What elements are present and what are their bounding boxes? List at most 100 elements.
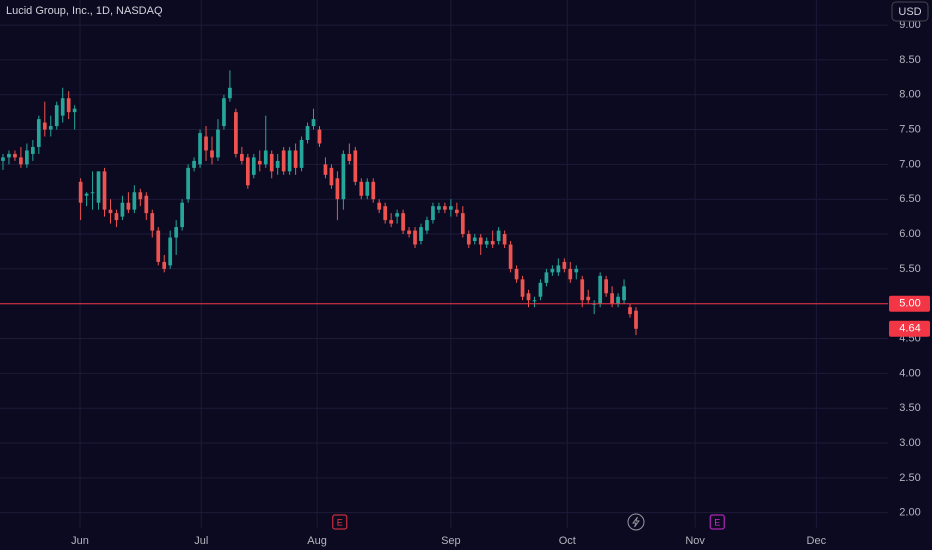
- candle-body: [317, 129, 322, 144]
- candle-body: [514, 268, 519, 280]
- candle-body: [419, 227, 423, 242]
- candle-body: [305, 126, 310, 141]
- event-label[interactable]: E: [337, 517, 343, 527]
- candle-body: [293, 150, 298, 168]
- candle-body: [234, 112, 238, 154]
- candle-body: [329, 167, 334, 186]
- candle-body: [102, 171, 107, 210]
- axes: 2.002.503.003.504.004.505.005.506.006.50…: [71, 19, 930, 547]
- x-tick-label: Nov: [685, 535, 705, 547]
- candle-body: [90, 192, 95, 194]
- event-label[interactable]: E: [714, 517, 720, 527]
- candle-body: [413, 230, 417, 245]
- candle-body: [299, 140, 304, 168]
- candle-body: [60, 98, 65, 116]
- event-icon[interactable]: [332, 514, 348, 530]
- candle-body: [371, 181, 376, 200]
- candle-body: [30, 146, 35, 154]
- x-tick-label: Oct: [559, 535, 576, 547]
- candle-body: [616, 296, 620, 304]
- x-tick-label: Dec: [807, 535, 827, 547]
- candle-body: [454, 209, 459, 214]
- candle-body: [443, 206, 447, 210]
- candle-body: [496, 230, 501, 242]
- candle-body: [508, 244, 513, 269]
- currency-button[interactable]: [891, 1, 929, 22]
- candle-body: [353, 150, 358, 182]
- candle-body: [437, 206, 441, 210]
- y-tick-label: 3.00: [899, 437, 920, 449]
- candle-body: [466, 234, 471, 245]
- y-tick-label: 2.50: [899, 472, 920, 484]
- candle-body: [25, 150, 29, 165]
- candle-body: [544, 272, 549, 283]
- event-icon[interactable]: [627, 513, 645, 531]
- y-tick-label: 9.00: [899, 19, 920, 31]
- candle-body: [114, 213, 119, 221]
- candle-body: [72, 108, 77, 113]
- candle-body: [42, 122, 47, 130]
- candle-body: [48, 126, 53, 130]
- candle-body: [449, 206, 453, 210]
- candle-body: [556, 265, 561, 273]
- candle-body: [108, 209, 113, 214]
- candle-body: [460, 213, 465, 235]
- candle-body: [550, 268, 555, 273]
- candle-body: [174, 227, 179, 238]
- candle-body: [568, 268, 573, 280]
- candle-body: [162, 261, 167, 269]
- candle-body: [13, 153, 17, 158]
- candle-body: [269, 153, 274, 172]
- candle-body: [622, 286, 626, 301]
- candle-body: [186, 167, 190, 200]
- event-icon[interactable]: [709, 514, 725, 530]
- candle-body: [365, 181, 370, 196]
- candle-body: [281, 150, 286, 172]
- candle-body: [610, 293, 614, 304]
- y-tick-label: 6.00: [899, 228, 920, 240]
- candle-body: [120, 202, 125, 217]
- candle-body: [395, 213, 399, 217]
- candle-body: [359, 181, 364, 196]
- candle-body: [628, 307, 632, 315]
- y-tick-label: 3.50: [899, 402, 920, 414]
- candle-body: [66, 98, 71, 113]
- candle-body: [156, 230, 161, 262]
- candles: [0, 70, 888, 336]
- candle-body: [228, 87, 232, 99]
- x-tick-label: Jun: [71, 535, 89, 547]
- y-tick-label: 8.50: [899, 54, 920, 66]
- y-tick-label: 7.00: [899, 158, 920, 170]
- candle-body: [19, 157, 23, 165]
- candle-body: [210, 150, 214, 158]
- candle-body: [425, 220, 429, 231]
- candle-body: [347, 153, 352, 161]
- candle-body: [245, 157, 250, 186]
- candle-body: [263, 150, 268, 165]
- candle-body: [323, 164, 328, 175]
- currency-label[interactable]: USD: [898, 6, 921, 18]
- price-line-tag: [889, 295, 930, 312]
- event-bolt[interactable]: [632, 516, 640, 528]
- candle-body: [484, 241, 489, 245]
- candle-body: [204, 136, 208, 151]
- price-line-label: 5.00: [899, 298, 920, 310]
- y-tick-label: 7.50: [899, 123, 920, 135]
- candle-body: [580, 279, 585, 301]
- candle-body: [216, 129, 220, 158]
- y-tick-label: 6.50: [899, 193, 920, 205]
- y-tick-label: 5.50: [899, 263, 920, 275]
- candle-body: [96, 171, 101, 203]
- candle-body: [275, 160, 280, 168]
- candle-body: [192, 160, 196, 168]
- x-tick-label: Jul: [194, 535, 208, 547]
- candle-body: [198, 133, 202, 165]
- candle-body: [251, 157, 256, 175]
- candle-body: [472, 237, 477, 242]
- candle-body: [180, 202, 184, 228]
- candle-body: [538, 282, 543, 297]
- candle-body: [84, 193, 89, 196]
- candle-body: [377, 202, 382, 210]
